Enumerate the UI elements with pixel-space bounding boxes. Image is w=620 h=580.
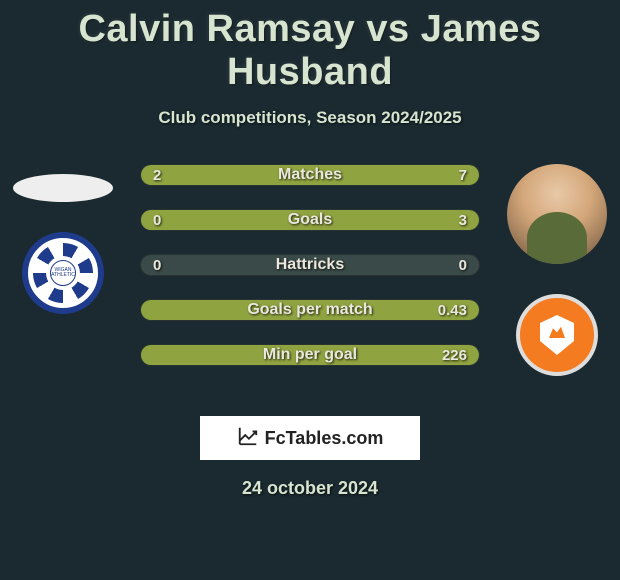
right-player-avatar [507,164,607,264]
stat-row: Goals per match0.43 [140,299,480,321]
stat-bars: Matches27Goals03Hattricks00Goals per mat… [140,164,480,366]
stat-row: Min per goal226 [140,344,480,366]
blackpool-crest-icon [540,315,574,355]
page-title: Calvin Ramsay vs James Husband [0,0,620,94]
stat-right-value: 226 [442,345,467,365]
chart-icon [237,425,259,452]
branding-text: FcTables.com [265,428,384,449]
stat-label: Min per goal [141,345,479,365]
subtitle: Club competitions, Season 2024/2025 [0,108,620,128]
left-player-avatar [13,174,113,202]
stats-area: WIGANATHLETIC Matches27Goals03Hattricks0… [0,164,620,394]
stat-label: Matches [141,165,479,185]
stat-right-value: 0.43 [438,300,467,320]
wigan-badge-inner: WIGANATHLETIC [50,260,76,286]
stat-right-value: 0 [459,255,467,275]
stat-right-value: 7 [459,165,467,185]
branding-box: FcTables.com [200,416,420,460]
stat-left-value: 0 [153,255,161,275]
stat-right-value: 3 [459,210,467,230]
right-club-badge [516,294,598,376]
stat-left-value: 2 [153,165,161,185]
stat-row: Matches2 7 [140,164,480,186]
stat-label: Goals [141,210,479,230]
stat-label: Goals per match [141,300,479,320]
stat-row: Goals0 3 [140,209,480,231]
stat-row: Hattricks0 0 [140,254,480,276]
stat-left-value: 0 [153,210,161,230]
left-player-column: WIGANATHLETIC [8,164,118,314]
blackpool-badge-inner [520,298,594,372]
stat-label: Hattricks [141,255,479,275]
date-text: 24 october 2024 [0,478,620,499]
right-player-column [502,164,612,376]
left-club-badge: WIGANATHLETIC [22,232,104,314]
